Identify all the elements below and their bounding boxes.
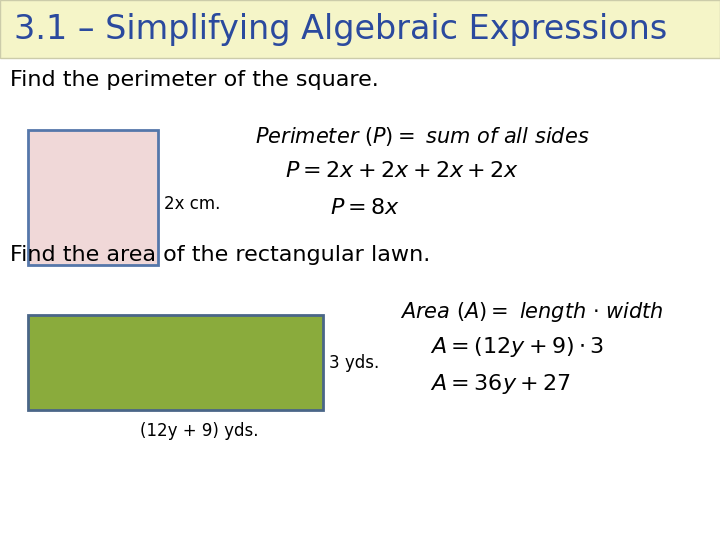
Bar (28, 315, 323, 410)
Text: Find the perimeter of the square.: Find the perimeter of the square. (10, 70, 379, 90)
Text: $P = 8x$: $P = 8x$ (330, 197, 400, 219)
Bar (28, 130, 158, 265)
Text: (12y + 9) yds.: (12y + 9) yds. (140, 422, 258, 440)
Text: Find the area of the rectangular lawn.: Find the area of the rectangular lawn. (10, 245, 431, 265)
Text: $A = (12y+9)\cdot3$: $A = (12y+9)\cdot3$ (430, 335, 604, 359)
Text: $A = 36y+27$: $A = 36y+27$ (430, 372, 571, 396)
Text: 2x cm.: 2x cm. (164, 195, 220, 213)
Bar (0, 0, 720, 58)
Text: $P = 2x + 2x + 2x + 2x$: $P = 2x + 2x + 2x + 2x$ (285, 160, 519, 182)
Text: $\mathit{Area}$ $\mathit{(A)}$$=$ $\mathit{length}$ $\cdot$ $\mathit{width}$: $\mathit{Area}$ $\mathit{(A)}$$=$ $\math… (400, 300, 664, 324)
Text: 3.1 – Simplifying Algebraic Expressions: 3.1 – Simplifying Algebraic Expressions (14, 12, 667, 45)
Text: $\mathit{Perimeter}$ $\mathit{(P)}$$=$ $\mathit{sum}$ $\mathit{of}$ $\mathit{all: $\mathit{Perimeter}$ $\mathit{(P)}$$=$ $… (255, 125, 590, 148)
Text: 3 yds.: 3 yds. (329, 354, 379, 372)
